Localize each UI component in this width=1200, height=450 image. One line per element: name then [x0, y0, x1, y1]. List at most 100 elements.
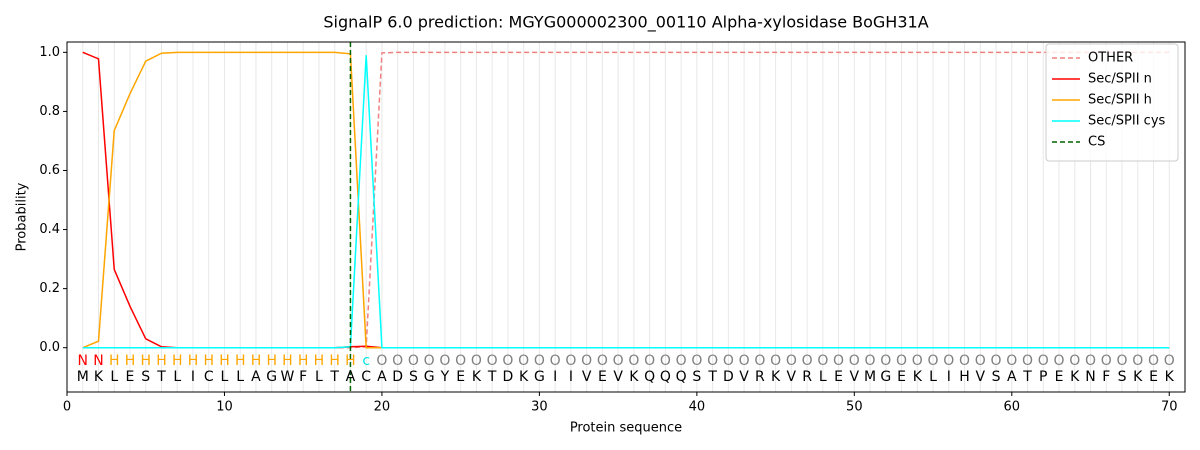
residue: V — [739, 369, 749, 385]
residue-label: O — [597, 353, 608, 369]
residue: L — [929, 369, 937, 385]
residue: A — [377, 369, 387, 385]
residue: S — [692, 369, 701, 385]
residue: E — [598, 369, 607, 385]
residue: K — [519, 369, 529, 385]
residue: G — [266, 369, 277, 385]
residue-grid — [82, 42, 1170, 392]
residue-label: O — [392, 353, 403, 369]
residue: W — [281, 369, 295, 385]
y-tick-label: 0.6 — [39, 163, 60, 178]
residue-label: O — [1148, 353, 1159, 369]
series-line — [82, 51, 1170, 349]
residue: L — [173, 369, 181, 385]
residue: I — [553, 369, 557, 385]
y-tick-label: 0.4 — [39, 222, 60, 237]
residue: G — [424, 369, 435, 385]
residue-label: O — [534, 353, 545, 369]
residue-label: O — [754, 353, 765, 369]
residue: T — [707, 369, 717, 385]
residue-label: O — [723, 353, 734, 369]
residue-label: O — [439, 353, 450, 369]
residue-label: O — [1069, 353, 1080, 369]
x-tick-label: 40 — [689, 400, 706, 415]
plot-area — [82, 42, 1170, 392]
residue-label: O — [770, 353, 781, 369]
residue: D — [503, 369, 514, 385]
residue: E — [1149, 369, 1158, 385]
residue: S — [409, 369, 418, 385]
residue: R — [802, 369, 812, 385]
axes-frame — [66, 41, 1186, 393]
residue: S — [141, 369, 150, 385]
x-tick-label: 50 — [846, 400, 863, 415]
residue: C — [204, 369, 214, 385]
residue-label: H — [172, 353, 183, 369]
residue: G — [880, 369, 891, 385]
residue: L — [315, 369, 323, 385]
residue-label: H — [282, 353, 293, 369]
residue-label: H — [251, 353, 262, 369]
residue: D — [392, 369, 403, 385]
residue: E — [126, 369, 135, 385]
residue-label: O — [455, 353, 466, 369]
legend-label: Sec/SPII h — [1088, 93, 1152, 108]
residue-label: H — [329, 353, 340, 369]
residue: L — [110, 369, 118, 385]
residue: S — [1118, 369, 1127, 385]
residue: M — [77, 369, 89, 385]
y-tick-label: 0.0 — [39, 340, 60, 355]
x-tick-label: 60 — [1004, 400, 1021, 415]
x-tick-label: 20 — [374, 400, 391, 415]
series-line — [82, 51, 1170, 349]
residue-label: O — [565, 353, 576, 369]
residue: I — [947, 369, 951, 385]
residue-label: O — [613, 353, 624, 369]
residue-label: H — [125, 353, 136, 369]
residue: E — [897, 369, 906, 385]
residue-label: O — [707, 353, 718, 369]
residue: Q — [676, 369, 687, 385]
residue-label: O — [376, 353, 387, 369]
residue-label: O — [849, 353, 860, 369]
chart-title: SignalP 6.0 prediction: MGYG000002300_00… — [323, 13, 928, 33]
residue: T — [156, 369, 166, 385]
residue: T — [487, 369, 497, 385]
residue-label: H — [203, 353, 214, 369]
residue: P — [1039, 369, 1047, 385]
residue-label: O — [991, 353, 1002, 369]
legend-label: Sec/SPII cys — [1088, 114, 1166, 129]
residue-label: N — [78, 353, 88, 369]
residue: K — [771, 369, 781, 385]
residue-label: O — [833, 353, 844, 369]
residue-label: O — [471, 353, 482, 369]
residue: T — [1022, 369, 1032, 385]
series-line — [82, 55, 1170, 349]
residue: C — [361, 369, 371, 385]
residue: V — [582, 369, 592, 385]
residue: V — [976, 369, 986, 385]
residue: V — [850, 369, 860, 385]
residue: L — [221, 369, 229, 385]
residue: E — [834, 369, 843, 385]
residue-label: O — [802, 353, 813, 369]
x-tick-label: 30 — [531, 400, 548, 415]
residue: K — [629, 369, 639, 385]
residue: I — [569, 369, 573, 385]
residue: K — [1070, 369, 1080, 385]
residue-label: H — [156, 353, 167, 369]
residue: F — [1102, 369, 1110, 385]
residue-label: H — [109, 353, 120, 369]
legend-label: Sec/SPII n — [1088, 72, 1152, 87]
residue-label: H — [266, 353, 277, 369]
residue: K — [913, 369, 923, 385]
residue: F — [299, 369, 307, 385]
residue-label: O — [786, 353, 797, 369]
residue: L — [236, 369, 244, 385]
residue-label: H — [345, 353, 356, 369]
residue-label: O — [628, 353, 639, 369]
residue: G — [534, 369, 545, 385]
residue: E — [456, 369, 465, 385]
x-axis-label: Protein sequence — [570, 421, 682, 436]
residue-label: O — [943, 353, 954, 369]
